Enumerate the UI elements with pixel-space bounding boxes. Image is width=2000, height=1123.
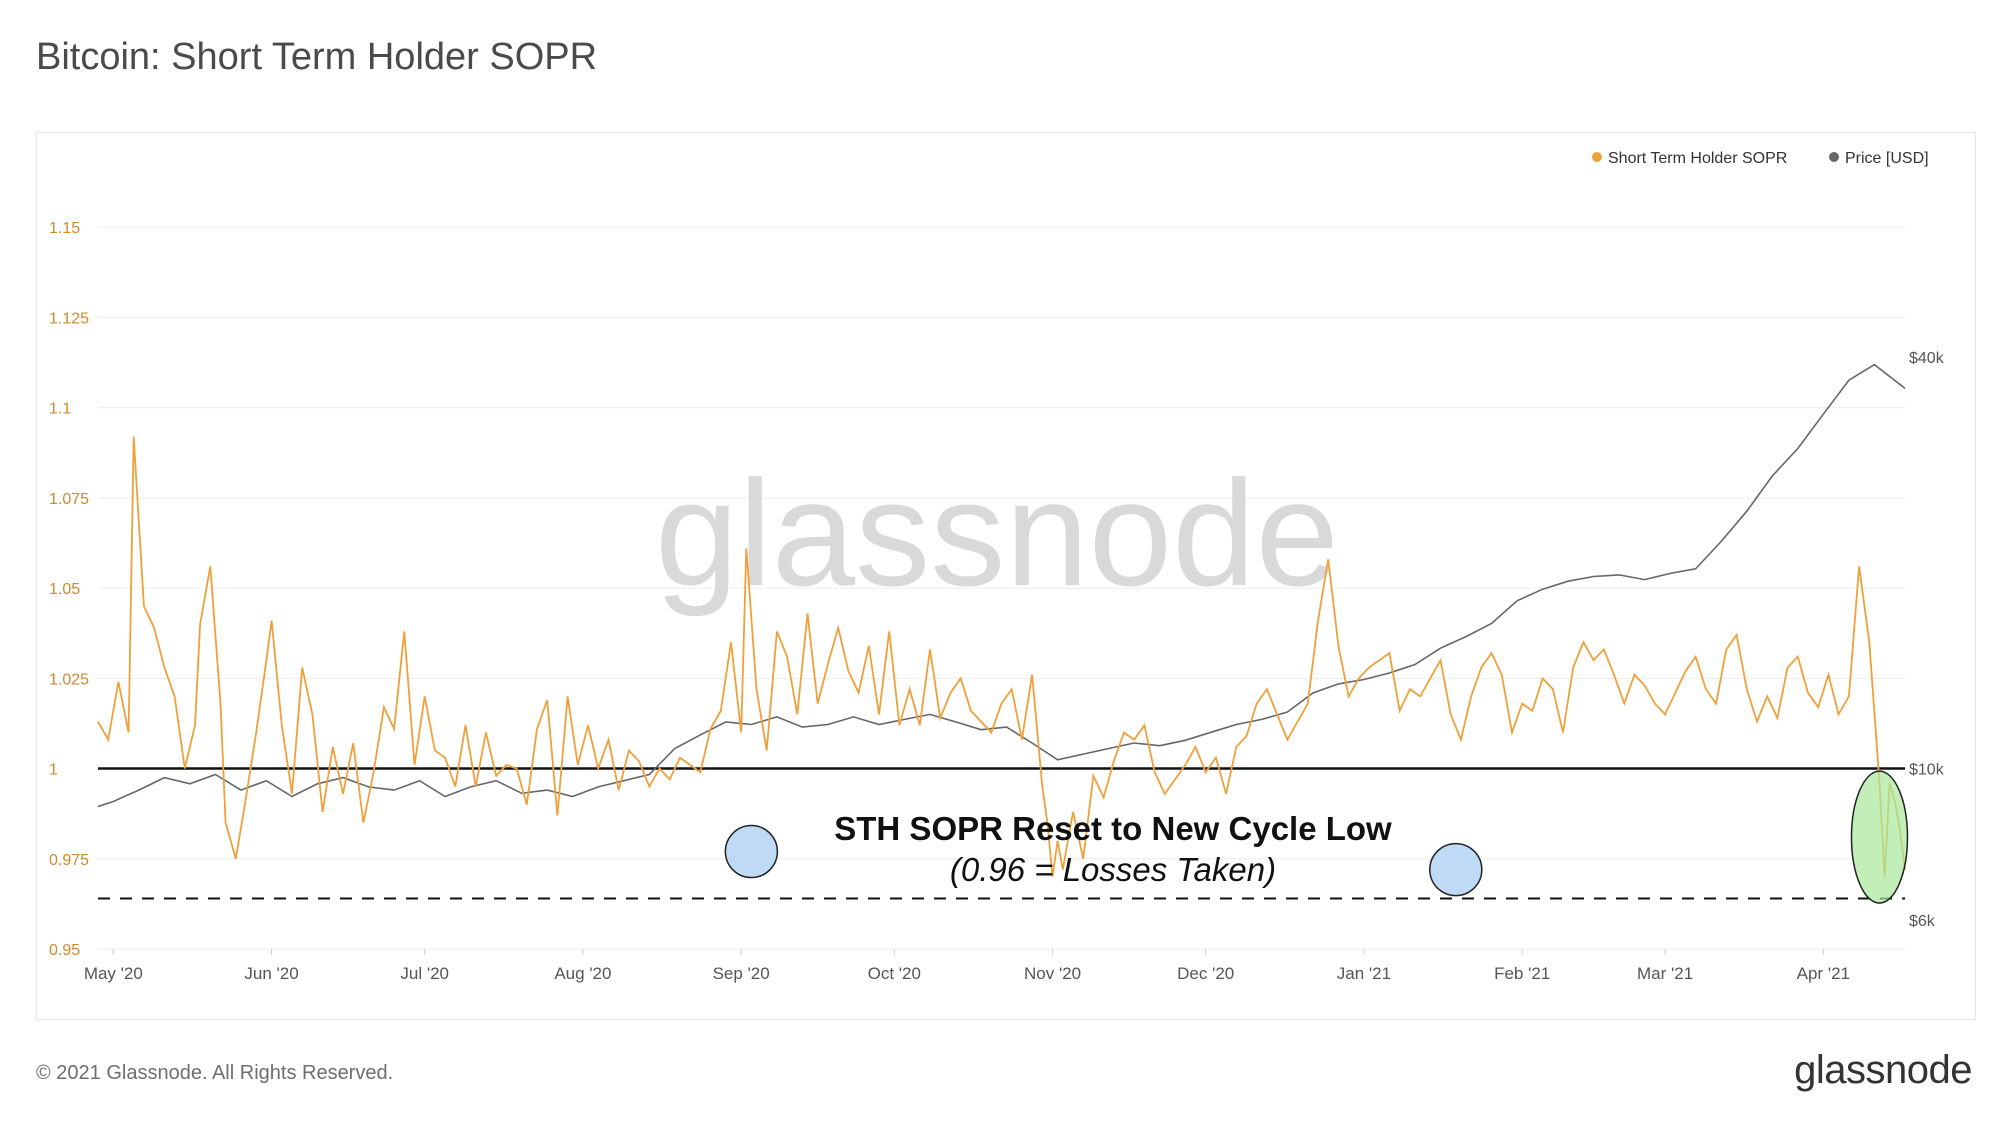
x-tick-1: Jun '20 xyxy=(244,964,298,983)
x-tick-6: Nov '20 xyxy=(1024,964,1081,983)
chart-watermark: glassnode xyxy=(655,449,1339,617)
x-tick-3: Aug '20 xyxy=(554,964,611,983)
reference-lines xyxy=(98,767,1905,900)
y-left-tick-3: 1.025 xyxy=(49,671,89,688)
page-title: Bitcoin: Short Term Holder SOPR xyxy=(36,36,598,78)
legend-item-0: Short Term Holder SOPR xyxy=(1608,150,1787,167)
y-right-tick-0: $6k xyxy=(1909,913,1936,930)
y-right-tick-2: $40k xyxy=(1909,350,1945,367)
series-price-usd xyxy=(97,363,1906,808)
y-left-tick-4: 1.05 xyxy=(49,581,80,598)
series-sth-sopr xyxy=(97,436,1906,877)
y-right-tick-1: $10k xyxy=(1909,762,1945,779)
legend[interactable]: Short Term Holder SOPR Price [USD] xyxy=(1592,150,1929,167)
annotation-subtitle: (0.96 = Losses Taken) xyxy=(950,851,1276,888)
x-tick-7: Dec '20 xyxy=(1177,964,1234,983)
y-left-tick-5: 1.075 xyxy=(49,491,89,508)
footer-copyright: © 2021 Glassnode. All Rights Reserved. xyxy=(36,1062,394,1084)
annotation-title: STH SOPR Reset to New Cycle Low xyxy=(834,810,1392,847)
annotation: STH SOPR Reset to New Cycle Low (0.96 = … xyxy=(834,810,1392,888)
x-tick-4: Sep '20 xyxy=(713,964,770,983)
x-tick-0: May '20 xyxy=(84,964,143,983)
legend-swatch-0 xyxy=(1592,152,1602,162)
y-left-tick-7: 1.125 xyxy=(49,310,89,327)
x-tick-8: Jan '21 xyxy=(1337,964,1391,983)
legend-item-1: Price [USD] xyxy=(1845,150,1929,167)
sopr-chart: glassnode 0.95 0.975 1 1.025 1.05 1.075 1.1 1.1… xyxy=(49,150,1945,983)
highlight-markers xyxy=(724,770,1909,904)
x-tick-10: Mar '21 xyxy=(1637,964,1693,983)
x-axis: May '20 Jun '20 Jul '20 Aug '20 Sep '20 Oct '… xyxy=(84,949,1850,983)
x-tick-11: Apr '21 xyxy=(1797,964,1850,983)
y-left-tick-6: 1.1 xyxy=(49,401,71,418)
x-tick-9: Feb '21 xyxy=(1494,964,1550,983)
y-left-tick-8: 1.15 xyxy=(49,220,80,237)
highlight-blue-1 xyxy=(1429,842,1483,897)
y-axis-right: $6k $10k $40k xyxy=(1909,350,1945,930)
chart-frame: glassnode 0.95 0.975 1 1.025 1.05 1.075 1.1 1.1… xyxy=(36,132,1976,1020)
series-lines xyxy=(97,363,1906,877)
glassnode-logo[interactable]: glassnode xyxy=(1794,1048,1972,1092)
highlight-blue-0 xyxy=(724,824,779,879)
highlight-green-2 xyxy=(1850,770,1909,904)
x-tick-5: Oct '20 xyxy=(868,964,921,983)
y-left-tick-0: 0.95 xyxy=(49,942,80,959)
y-axis-left: 0.95 0.975 1 1.025 1.05 1.075 1.1 1.125 1.15 xyxy=(49,220,89,959)
y-left-tick-2: 1 xyxy=(49,762,58,779)
y-left-tick-1: 0.975 xyxy=(49,852,89,869)
x-tick-2: Jul '20 xyxy=(400,964,449,983)
legend-swatch-1 xyxy=(1829,152,1839,162)
